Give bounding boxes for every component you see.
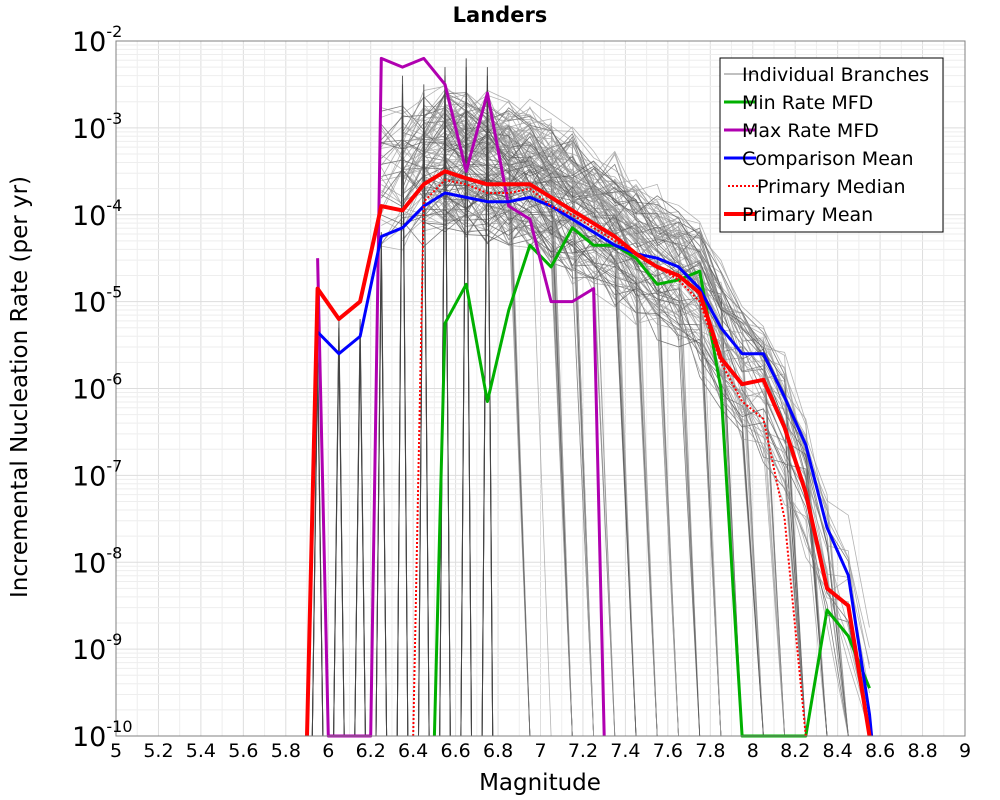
x-tick-label: 7.2 — [568, 740, 598, 762]
y-tick-label: 10-5 — [72, 283, 122, 319]
series-line-max-rate-mfd — [316, 56, 606, 738]
x-tick-label: 7 — [534, 740, 546, 762]
x-tick-label: 6.2 — [356, 740, 386, 762]
y-tick-label: 10-4 — [72, 196, 122, 232]
series-line-primary-mean — [305, 169, 872, 737]
x-tick-label: 8.8 — [907, 740, 937, 762]
legend-label: Primary Median — [757, 176, 906, 198]
legend-label: Comparison Mean — [742, 148, 914, 170]
branch-line — [444, 206, 849, 737]
legend-box — [719, 57, 944, 233]
branch-line — [381, 159, 573, 737]
legend: Individual Branches Min Rate MFD Max Rate … — [719, 57, 944, 233]
y-tick-label: 10-7 — [72, 456, 122, 492]
x-tick-label: 5.6 — [228, 740, 258, 762]
branch-spike — [333, 345, 345, 737]
branch-line — [423, 216, 616, 737]
x-tick-label: 5 — [110, 740, 122, 762]
x-tick-label: 7.4 — [610, 740, 640, 762]
x-tick-label: 8.2 — [780, 740, 810, 762]
legend-label: Max Rate MFD — [742, 120, 879, 142]
branch-line — [381, 94, 722, 737]
y-tick-label: 10-8 — [72, 543, 122, 579]
branch-line — [444, 124, 785, 737]
branch-line — [444, 167, 722, 737]
branch-line — [444, 126, 552, 737]
branch-line — [423, 196, 870, 731]
branch-line — [402, 103, 828, 737]
plot-frame — [115, 40, 966, 737]
x-tick-label: 5.2 — [143, 740, 173, 762]
branch-spike — [354, 345, 366, 737]
branch-line — [402, 85, 828, 737]
branch-line — [444, 163, 849, 737]
x-tick-label: 6.8 — [483, 740, 513, 762]
x-axis-title: Magnitude — [479, 770, 601, 796]
legend-label: Individual Branches — [742, 64, 929, 86]
branch-line — [381, 137, 785, 737]
branch-line — [423, 174, 658, 737]
branch-line — [423, 153, 870, 737]
individual-branches — [311, 58, 870, 737]
x-tick-label: 8.6 — [865, 740, 895, 762]
series-line-comparison-mean — [316, 191, 874, 737]
y-tick-label: 10-9 — [72, 630, 122, 666]
branch-line — [402, 175, 722, 737]
y-axis-title: Incremental Nucleation Rate (per yr) — [7, 176, 33, 598]
branch-line — [444, 114, 807, 737]
grid — [115, 41, 966, 737]
x-tick-label: 8.4 — [823, 740, 853, 762]
x-tick-labels: 5 5.2 5.4 5.6 5.8 6 6.2 6.4 6.6 6.8 7 7.2 7.4 7.6 7.8 8… — [110, 740, 971, 762]
branch-line — [402, 206, 807, 737]
x-tick-label: 6.6 — [440, 740, 470, 762]
branch-line — [444, 209, 870, 737]
x-tick-label: 6 — [322, 740, 334, 762]
branch-line — [423, 174, 658, 737]
x-tick-label: 9 — [959, 740, 971, 762]
legend-label: Min Rate MFD — [742, 92, 873, 114]
branch-line — [381, 132, 849, 737]
branch-line — [381, 173, 807, 737]
branch-line — [380, 196, 594, 737]
chart-title: Landers — [453, 3, 548, 27]
branch-spike — [375, 258, 388, 737]
x-tick-label: 5.4 — [186, 740, 216, 762]
branch-spike — [439, 93, 451, 737]
x-tick-label: 7.6 — [653, 740, 683, 762]
y-tick-label: 10-2 — [72, 22, 122, 58]
y-tick-label: 10-6 — [72, 370, 122, 406]
branch-line — [380, 159, 722, 737]
branch-line — [444, 161, 722, 737]
branch-line — [444, 111, 849, 737]
branch-line — [423, 99, 743, 737]
branch-line — [381, 84, 573, 737]
x-tick-label: 8 — [747, 740, 759, 762]
x-tick-label: 6.4 — [398, 740, 428, 762]
branch-line — [444, 122, 679, 737]
branch-line — [423, 103, 764, 737]
legend-label: Primary Mean — [742, 204, 873, 226]
y-tick-labels: 10-10 10-9 10-8 10-7 10-6 10-5 10-4 10-3 10-2 — [72, 22, 133, 753]
x-tick-label: 5.8 — [271, 740, 301, 762]
branch-spike — [418, 110, 430, 737]
branch-spike — [396, 84, 409, 737]
branch-spike — [396, 101, 409, 737]
y-tick-label: 10-3 — [72, 109, 122, 145]
branch-line — [380, 144, 849, 737]
branch-spike — [460, 84, 472, 737]
branch-line — [381, 143, 679, 737]
y-tick-label: 10-10 — [72, 717, 133, 753]
x-tick-label: 7.8 — [695, 740, 725, 762]
